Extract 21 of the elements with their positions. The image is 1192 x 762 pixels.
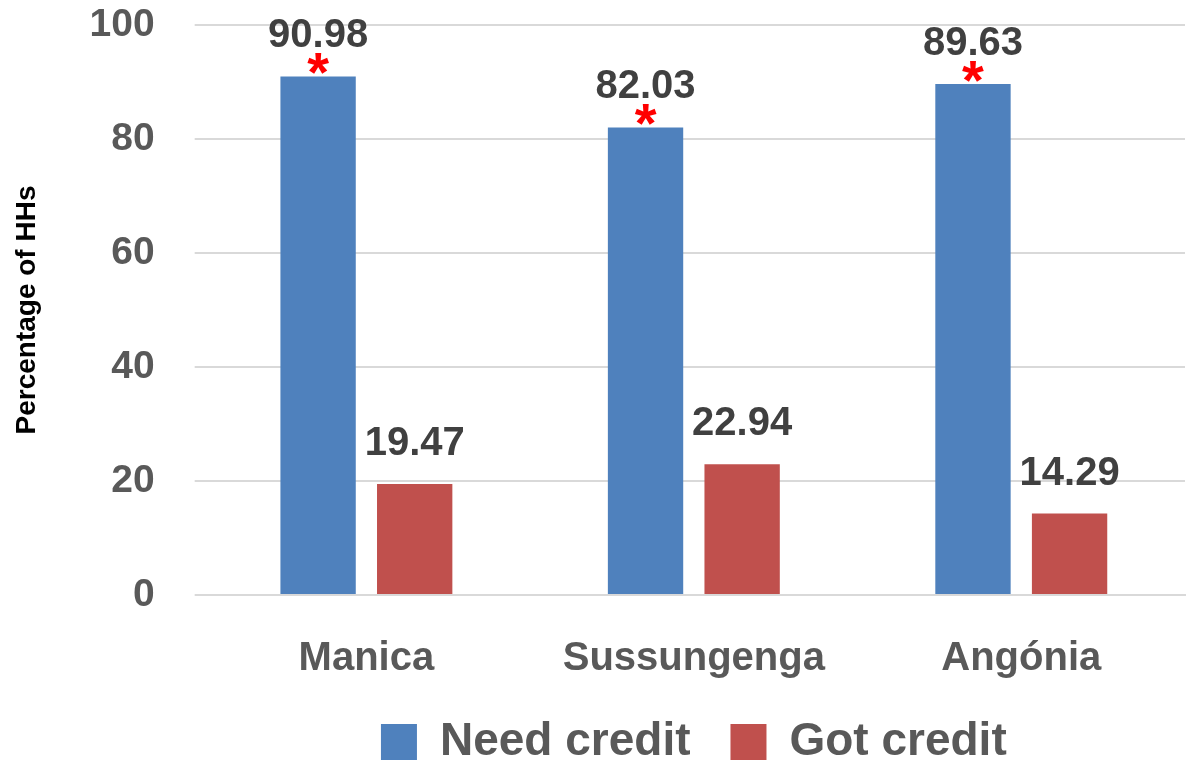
bar [377, 484, 453, 594]
y-tick-label: 40 [111, 342, 155, 386]
y-tick-label: 80 [111, 114, 155, 158]
bar [704, 464, 780, 594]
x-tick-label: Manica [298, 634, 435, 679]
y-axis-title: Percentage of HHs [9, 185, 41, 435]
bar [607, 127, 684, 594]
bar [280, 76, 356, 594]
data-label: 19.47 [364, 419, 465, 464]
data-label: 14.29 [1019, 448, 1120, 493]
y-tick-label: 0 [132, 570, 155, 614]
legend-label: Got credit [789, 712, 1007, 762]
y-tick-label: 60 [111, 228, 155, 272]
legend-label: Need credit [439, 712, 691, 762]
y-tick-label: 20 [111, 456, 155, 500]
y-tick-label: 100 [89, 0, 155, 44]
x-tick-label: Sussungenga [562, 634, 826, 679]
bar [935, 84, 1011, 594]
bar [1031, 513, 1108, 594]
x-tick-label: Angónia [941, 634, 1103, 679]
data-label: 22.94 [692, 399, 793, 444]
